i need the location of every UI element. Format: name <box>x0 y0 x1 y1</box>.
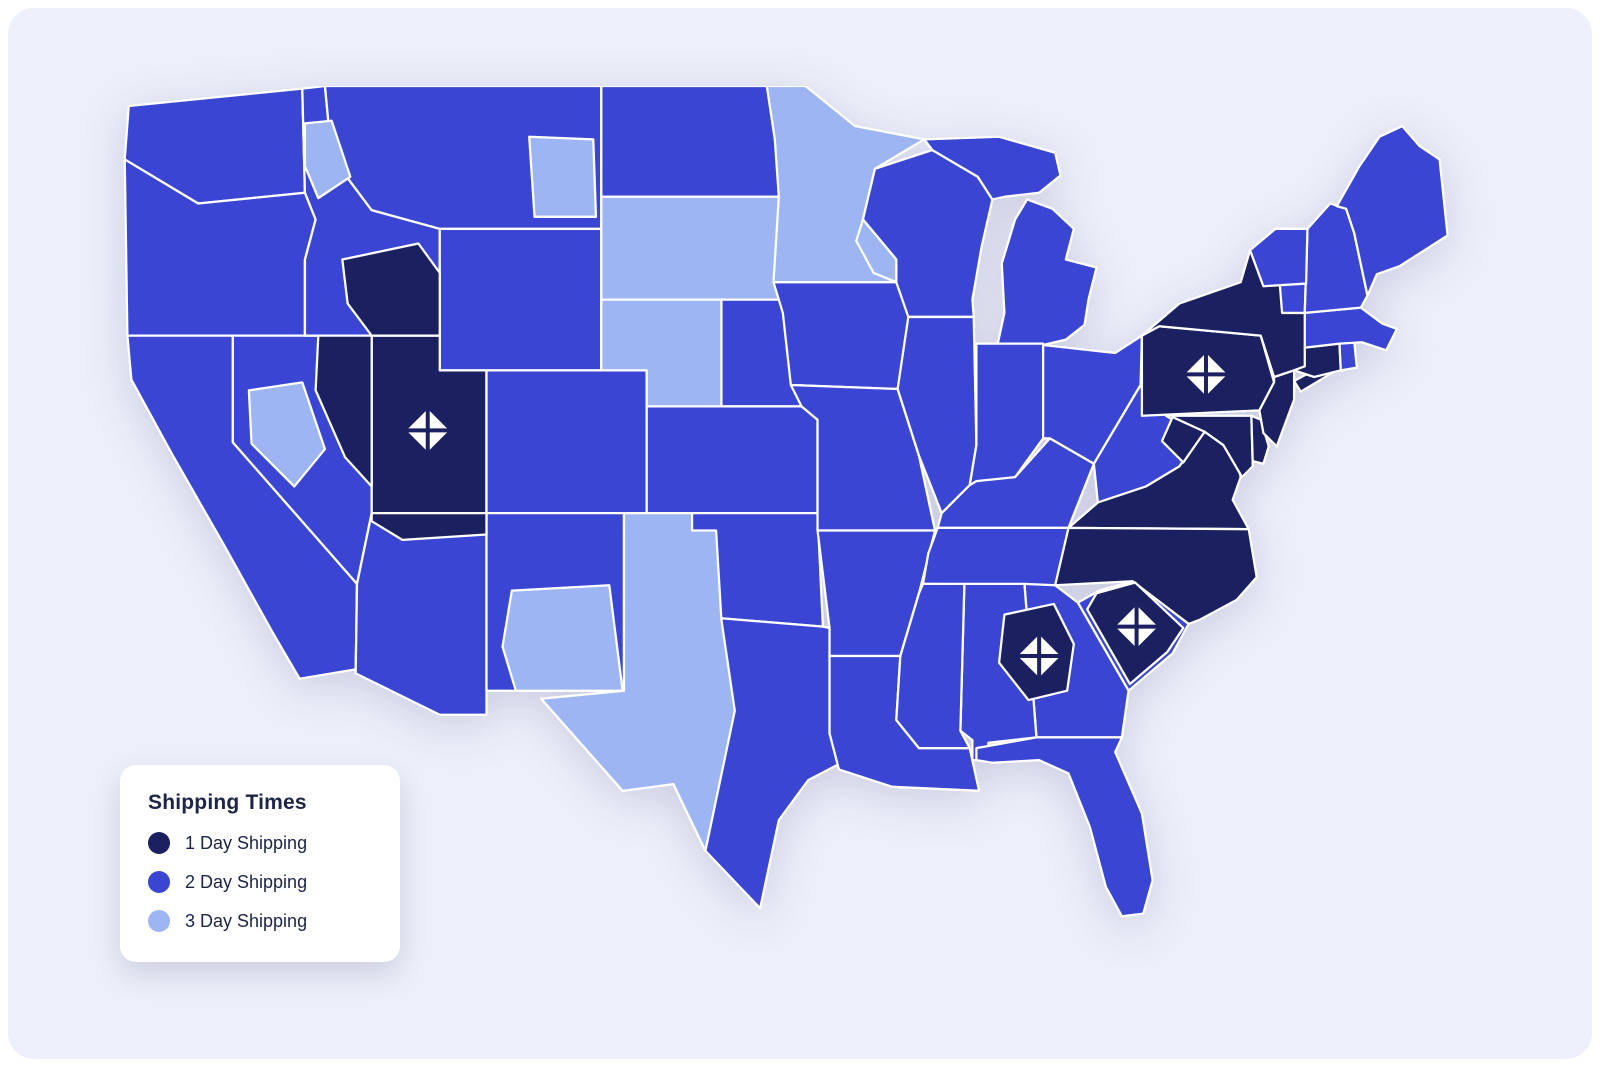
legend-swatch-3-day-icon <box>148 910 170 932</box>
legend-label-2-day: 2 Day Shipping <box>185 871 308 892</box>
region-massachusetts <box>1303 306 1399 352</box>
legend-item-1-day: 1 Day Shipping <box>148 832 372 854</box>
map-background-panel: Shipping Times 1 Day Shipping 2 Day Ship… <box>8 8 1592 1059</box>
warehouse-south-carolina-marker-icon <box>1115 605 1158 648</box>
legend-label-1-day: 1 Day Shipping <box>185 832 308 853</box>
region-arizona <box>354 512 488 716</box>
region-delaware <box>1250 414 1270 465</box>
legend-item-3-day: 3 Day Shipping <box>148 910 372 932</box>
region-mississippi <box>895 582 971 750</box>
zone-wisconsin-northwest-3day <box>855 218 898 284</box>
warehouse-pennsylvania-marker-icon <box>1184 352 1228 396</box>
region-rhode-island <box>1338 339 1358 372</box>
region-north-carolina <box>1054 526 1258 626</box>
zone-nevada-northeast-1day <box>314 334 373 488</box>
region-north-dakota <box>600 86 780 198</box>
zone-texas-west-3day <box>540 512 736 853</box>
legend-label-3-day: 3 Day Shipping <box>185 910 308 931</box>
legend-swatch-1-day-icon <box>148 832 170 854</box>
region-new-jersey <box>1258 369 1296 448</box>
zone-new-mexico-central-3day <box>501 584 624 692</box>
zone-west-virginia-east-1day <box>1160 415 1206 464</box>
legend-title: Shipping Times <box>148 791 307 814</box>
region-michigan-upper <box>923 135 1062 201</box>
region-michigan-lower <box>996 198 1098 349</box>
legend-card: Shipping Times 1 Day Shipping 2 Day Ship… <box>120 765 400 962</box>
warehouse-utah-marker-icon <box>406 409 450 452</box>
legend-swatch-2-day-icon <box>148 871 170 893</box>
legend-item-2-day: 2 Day Shipping <box>148 871 372 893</box>
zone-montana-central-3day <box>528 135 598 218</box>
region-maine <box>1335 124 1449 297</box>
zone-nebraska-west-3day <box>600 298 723 408</box>
warehouse-georgia-marker-icon <box>1017 634 1061 678</box>
region-florida <box>975 736 1154 918</box>
region-kansas <box>645 405 819 515</box>
zone-nevada-west-3day <box>247 381 327 488</box>
us-shipping-map <box>123 86 1449 918</box>
zone-new-york-north-2day <box>1248 227 1309 288</box>
zone-arizona-north-1day <box>370 512 488 541</box>
region-wyoming <box>438 227 603 372</box>
zone-idaho-north-3day <box>303 119 352 200</box>
zone-idaho-south-1day <box>341 242 441 337</box>
region-colorado <box>485 369 648 515</box>
region-south-dakota <box>600 195 784 301</box>
